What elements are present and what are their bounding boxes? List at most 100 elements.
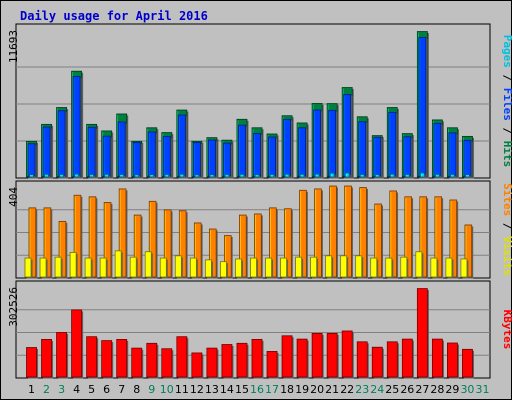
bar-pages-day-25: [389, 173, 395, 178]
bar-pages-day-12: [194, 174, 200, 178]
bar-kbytes-day-5: [86, 336, 98, 378]
legend-part: Files: [501, 88, 512, 121]
day-label-17: 17: [265, 383, 279, 396]
bars-visits-sites: [24, 185, 474, 279]
bar-kbytes-day-30: [462, 348, 473, 378]
bar-kbytes-day-2: [41, 338, 52, 378]
day-label-13: 13: [205, 383, 219, 396]
bar-visits-day-10: [159, 257, 167, 278]
bar-pages-day-3: [59, 174, 64, 178]
bar-visits-day-12: [189, 257, 197, 278]
bar-kbytes-day-9: [146, 342, 158, 378]
bar-pages-day-21: [329, 172, 335, 178]
bar-visits-day-15: [235, 258, 242, 278]
chart-panels: 11693 Pages / Files / Hits 404 Sites / Visi…: [7, 23, 512, 379]
bar-kbytes-day-7: [116, 338, 128, 378]
bar-kbytes-day-29: [447, 342, 458, 378]
bar-pages-day-27: [420, 172, 425, 178]
day-label-20: 20: [310, 383, 324, 396]
day-label-26: 26: [400, 383, 414, 396]
bar-visits-day-13: [204, 259, 212, 278]
bar-kbytes-day-21: [326, 332, 338, 378]
day-label-28: 28: [430, 383, 444, 396]
bar-pages-day-19: [299, 173, 305, 178]
day-label-3: 3: [58, 383, 65, 396]
bar-pages-day-29: [450, 174, 455, 178]
bar-pages-day-28: [435, 173, 440, 178]
bar-kbytes-day-19: [296, 338, 308, 378]
legend-part: Pages: [501, 35, 512, 68]
bar-pages-day-5: [89, 174, 94, 178]
day-label-11: 11: [175, 383, 189, 396]
bar-kbytes-day-14: [221, 344, 233, 378]
bar-pages-day-2: [44, 173, 49, 178]
bar-kbytes-day-15: [236, 342, 248, 378]
bar-kbytes-day-22: [341, 330, 353, 378]
bar-pages-day-26: [405, 174, 410, 178]
bar-visits-day-28: [430, 257, 438, 278]
panel-kbytes: 302526 KBytes: [7, 280, 512, 379]
day-label-30: 30: [460, 383, 474, 396]
legend-part: /: [501, 121, 512, 141]
bars-kbytes: [26, 288, 474, 379]
legend-part: KBytes: [501, 310, 512, 350]
legend-part: Visits: [501, 236, 512, 276]
day-label-4: 4: [73, 383, 80, 396]
bar-visits-day-25: [385, 257, 393, 278]
bar-visits-day-27: [415, 251, 423, 278]
bar-kbytes-day-4: [71, 309, 83, 378]
day-label-14: 14: [220, 383, 234, 396]
bar-kbytes-day-17: [266, 351, 278, 378]
bar-kbytes-day-8: [131, 347, 143, 378]
bar-pages-day-15: [239, 173, 245, 178]
legend-part: /: [501, 68, 512, 88]
bar-kbytes-day-28: [431, 338, 443, 378]
bar-visits-day-20: [310, 256, 318, 278]
panel-hits-files-pages: 11693 Pages / Files / Hits: [7, 23, 512, 179]
legend-part: /: [501, 216, 512, 236]
bar-pages-day-20: [314, 173, 320, 178]
bar-kbytes-day-25: [386, 341, 398, 378]
bar-kbytes-day-13: [206, 347, 218, 378]
bar-pages-day-6: [104, 173, 109, 178]
bar-kbytes-day-20: [311, 332, 323, 378]
legend-visits-sites: Sites / Visits: [501, 183, 512, 276]
day-label-1: 1: [28, 383, 35, 396]
bar-visits-day-18: [280, 257, 287, 278]
bar-visits-day-14: [220, 261, 227, 278]
day-label-5: 5: [88, 383, 95, 396]
y-max-tick-label: 302526: [7, 287, 20, 327]
bar-visits-day-2: [39, 257, 47, 278]
y-max-tick-label: 11693: [7, 30, 20, 63]
bar-kbytes-day-18: [281, 335, 293, 378]
bar-kbytes-day-3: [56, 332, 67, 378]
bar-visits-day-24: [370, 257, 378, 278]
day-label-16: 16: [250, 383, 264, 396]
day-label-22: 22: [340, 383, 354, 396]
bar-kbytes-day-11: [176, 336, 188, 378]
bar-pages-day-23: [359, 174, 365, 178]
legend-part: Hits: [501, 141, 512, 168]
bar-visits-day-17: [265, 257, 272, 278]
bar-visits-day-21: [325, 255, 333, 278]
bar-visits-day-5: [84, 257, 92, 278]
bar-kbytes-day-16: [251, 338, 263, 378]
bar-kbytes-day-26: [401, 338, 413, 378]
bar-pages-day-1: [29, 174, 34, 178]
bar-pages-day-18: [284, 173, 290, 178]
bars-hits-files-pages: [26, 31, 474, 179]
day-label-24: 24: [370, 383, 384, 396]
bar-pages-day-24: [374, 174, 380, 178]
legend-kbytes: KBytes: [501, 310, 512, 350]
bar-kbytes-day-12: [191, 352, 203, 378]
bar-visits-day-26: [400, 256, 408, 278]
day-label-15: 15: [235, 383, 249, 396]
bar-visits-day-6: [99, 257, 107, 278]
bar-pages-day-10: [164, 174, 170, 178]
bar-visits-day-9: [144, 251, 152, 278]
bar-kbytes-day-24: [371, 346, 383, 378]
bar-visits-day-8: [129, 256, 137, 278]
day-label-6: 6: [103, 383, 110, 396]
bar-pages-day-8: [134, 174, 140, 178]
